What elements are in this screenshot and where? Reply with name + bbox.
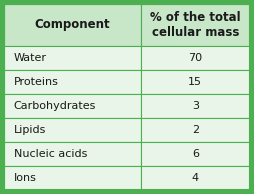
Text: 15: 15	[188, 77, 202, 87]
Text: 2: 2	[192, 125, 199, 135]
Text: Component: Component	[35, 18, 110, 31]
Text: 4: 4	[192, 173, 199, 183]
Bar	[4, 70, 140, 94]
Bar	[4, 4, 140, 46]
Text: Lipids: Lipids	[13, 125, 46, 135]
Bar	[140, 166, 250, 190]
Bar	[4, 142, 140, 166]
Text: Ions: Ions	[13, 173, 36, 183]
Text: Proteins: Proteins	[13, 77, 58, 87]
Text: 6: 6	[192, 149, 199, 159]
Bar	[4, 94, 140, 118]
Bar	[140, 142, 250, 166]
Text: Carbohydrates: Carbohydrates	[13, 101, 96, 111]
Bar	[4, 118, 140, 142]
Bar	[140, 94, 250, 118]
Bar	[4, 46, 140, 70]
Bar	[140, 46, 250, 70]
Bar	[140, 118, 250, 142]
Text: 70: 70	[188, 53, 202, 63]
Bar	[4, 166, 140, 190]
Bar	[140, 70, 250, 94]
Text: 3: 3	[192, 101, 199, 111]
Bar	[140, 4, 250, 46]
Text: Water: Water	[13, 53, 46, 63]
Text: % of the total
cellular mass: % of the total cellular mass	[150, 11, 241, 39]
Text: Nucleic acids: Nucleic acids	[13, 149, 87, 159]
